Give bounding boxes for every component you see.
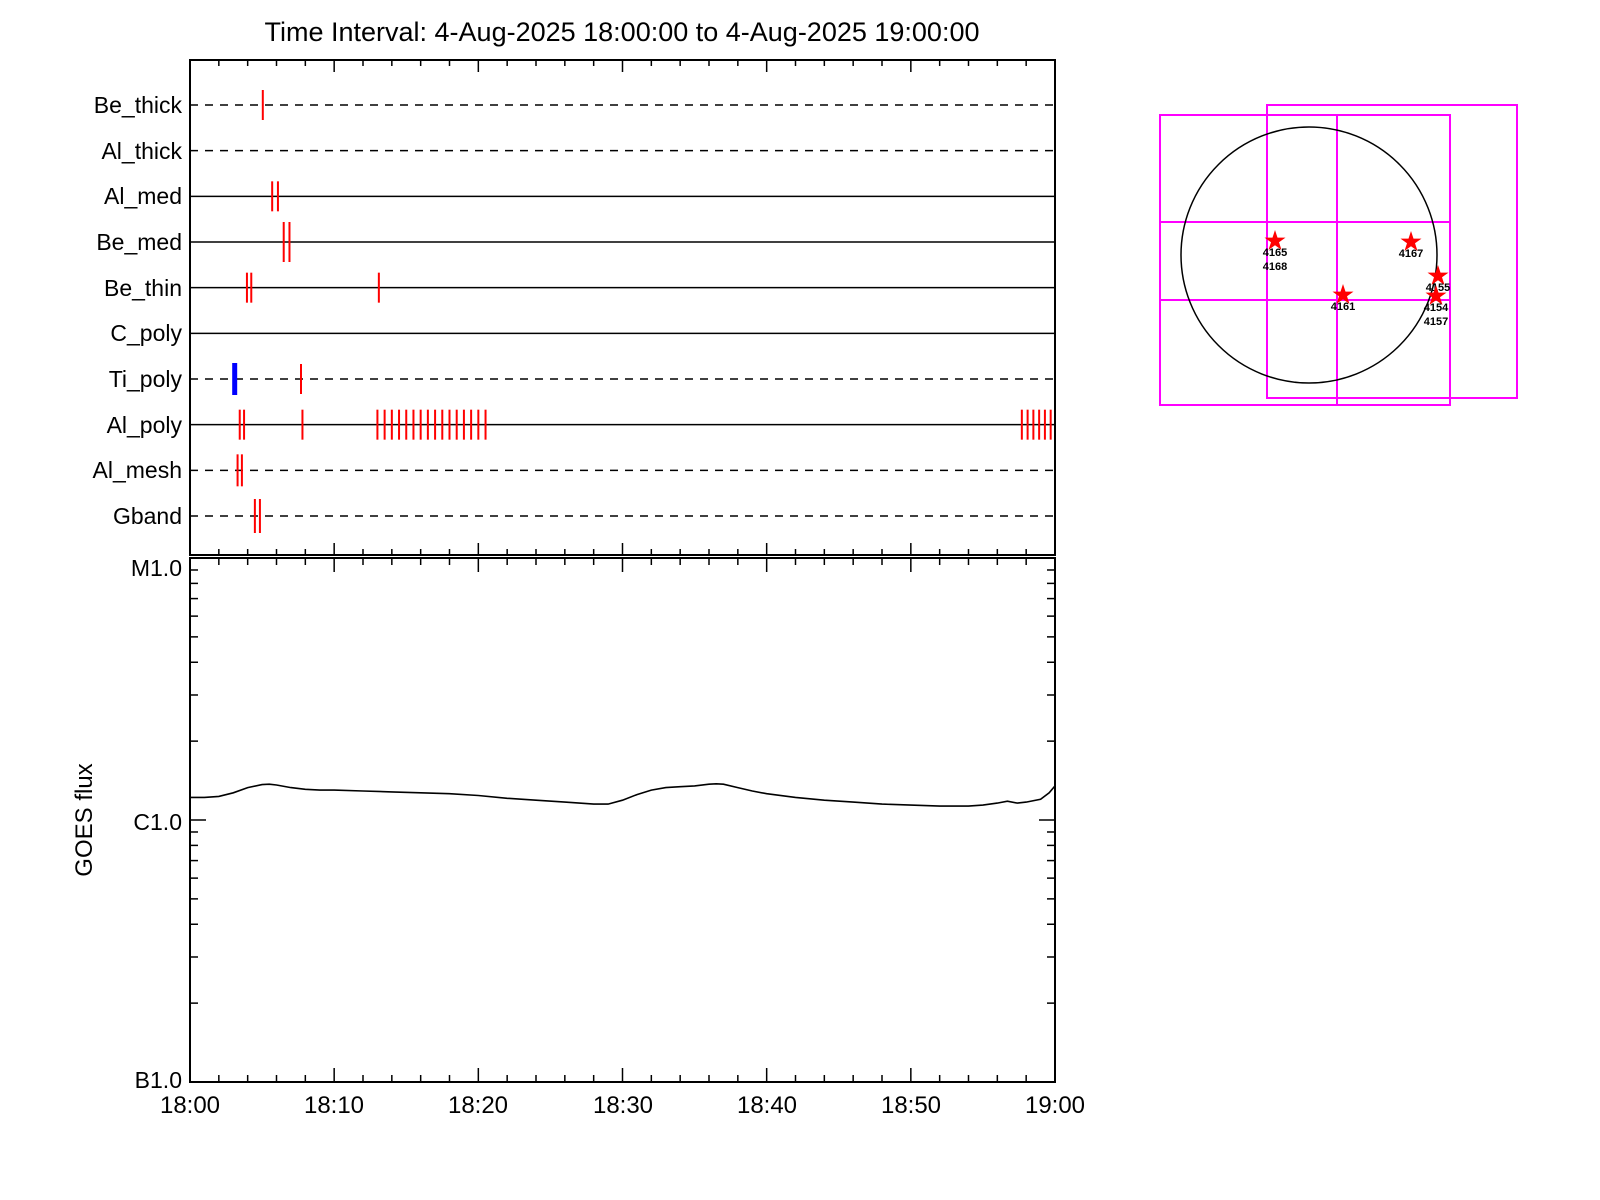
active-region-label: 4157 xyxy=(1424,316,1448,328)
active-region-label: 4161 xyxy=(1331,301,1355,313)
row-label-be-thick: Be_thick xyxy=(94,92,183,118)
active-region-label: 4167 xyxy=(1399,248,1423,260)
xtick-1850: 18:50 xyxy=(881,1092,941,1119)
active-region-star xyxy=(1332,284,1354,304)
fov-box xyxy=(1159,114,1451,406)
row-label-c-poly: C_poly xyxy=(110,320,182,346)
active-region-label: 4155 xyxy=(1426,282,1450,294)
xtick-1840: 18:40 xyxy=(737,1092,797,1119)
ytick-m1: M1.0 xyxy=(131,555,182,581)
goes-flux-curve xyxy=(190,782,1056,807)
xtick-1900: 19:00 xyxy=(1025,1092,1085,1119)
goes-flux-axis-title: GOES flux xyxy=(71,763,98,876)
xtick-1820: 18:20 xyxy=(448,1092,508,1119)
chart-title: Time Interval: 4-Aug-2025 18:00:00 to 4-… xyxy=(265,17,980,47)
ytick-b1: B1.0 xyxy=(135,1067,182,1093)
active-region-star xyxy=(1427,265,1449,285)
row-label-al-thick: Al_thick xyxy=(101,138,182,164)
row-label-gband: Gband xyxy=(113,503,182,529)
row-label-al-med: Al_med xyxy=(104,183,182,209)
active-region-star xyxy=(1400,231,1422,251)
goes-frame xyxy=(189,557,1056,1083)
ytick-c1: C1.0 xyxy=(133,809,182,835)
xtick-1810: 18:10 xyxy=(304,1092,364,1119)
active-region-label: 4154 xyxy=(1424,302,1449,314)
timeline-frame xyxy=(189,59,1056,556)
xtick-1800: 18:00 xyxy=(160,1092,220,1119)
row-label-be-med: Be_med xyxy=(96,229,182,255)
solar-disk xyxy=(1180,126,1438,384)
active-region-label: 4168 xyxy=(1263,261,1287,273)
row-label-al-mesh: Al_mesh xyxy=(93,457,182,483)
fov-box xyxy=(1266,104,1518,399)
active-region-star xyxy=(1264,230,1286,250)
active-region-label: 4165 xyxy=(1263,247,1287,259)
data-layer xyxy=(190,90,1056,807)
active-region-star xyxy=(1425,285,1447,305)
xtick-1830: 18:30 xyxy=(593,1092,653,1119)
axes-layer xyxy=(189,59,1056,1083)
solar-map-layer: 4165 4168 4167 4161 4155 4154 4157 xyxy=(1159,104,1518,406)
row-label-be-thin: Be_thin xyxy=(104,275,182,301)
row-label-al-poly: Al_poly xyxy=(107,412,183,438)
row-label-ti-poly: Ti_poly xyxy=(109,366,183,392)
